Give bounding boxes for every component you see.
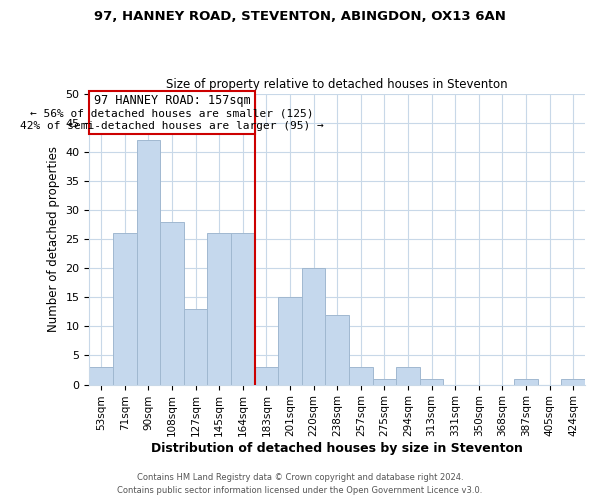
Bar: [325, 314, 349, 384]
Bar: [562, 379, 585, 384]
Bar: [254, 367, 278, 384]
Bar: [231, 234, 254, 384]
Bar: [302, 268, 325, 384]
Text: 97, HANNEY ROAD, STEVENTON, ABINGDON, OX13 6AN: 97, HANNEY ROAD, STEVENTON, ABINGDON, OX…: [94, 10, 506, 23]
Text: ← 56% of detached houses are smaller (125): ← 56% of detached houses are smaller (12…: [30, 108, 314, 118]
Title: Size of property relative to detached houses in Steventon: Size of property relative to detached ho…: [166, 78, 508, 91]
Text: 97 HANNEY ROAD: 157sqm: 97 HANNEY ROAD: 157sqm: [94, 94, 250, 106]
Bar: [373, 379, 396, 384]
Bar: [160, 222, 184, 384]
Bar: [137, 140, 160, 384]
Bar: [89, 367, 113, 384]
Y-axis label: Number of detached properties: Number of detached properties: [47, 146, 60, 332]
Bar: [208, 234, 231, 384]
Bar: [420, 379, 443, 384]
Bar: [396, 367, 420, 384]
Bar: [184, 309, 208, 384]
Text: 42% of semi-detached houses are larger (95) →: 42% of semi-detached houses are larger (…: [20, 122, 324, 132]
Bar: [514, 379, 538, 384]
Bar: [349, 367, 373, 384]
FancyBboxPatch shape: [89, 90, 254, 134]
Bar: [113, 234, 137, 384]
Text: Contains HM Land Registry data © Crown copyright and database right 2024.
Contai: Contains HM Land Registry data © Crown c…: [118, 474, 482, 495]
Bar: [278, 298, 302, 384]
X-axis label: Distribution of detached houses by size in Steventon: Distribution of detached houses by size …: [151, 442, 523, 455]
